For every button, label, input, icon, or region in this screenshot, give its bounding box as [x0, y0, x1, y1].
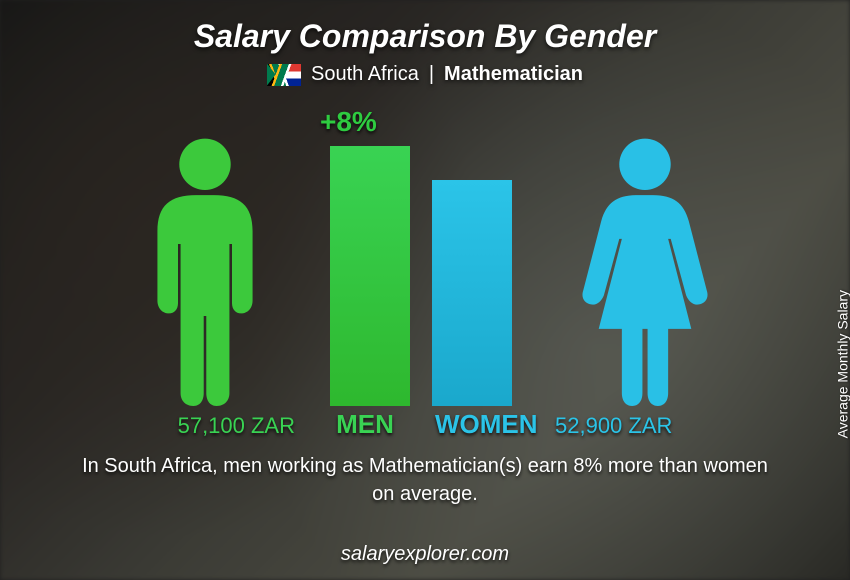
men-salary-value: 57,100 ZAR — [125, 413, 295, 439]
male-person-icon — [140, 136, 270, 406]
percentage-delta-label: +8% — [320, 106, 377, 138]
bottom-label-row: 57,100 ZAR MEN WOMEN 52,900 ZAR — [0, 409, 850, 440]
location-label: South Africa — [311, 63, 419, 86]
female-person-icon — [580, 136, 710, 406]
page-title: Salary Comparison By Gender — [0, 0, 850, 55]
women-salary-value: 52,900 ZAR — [555, 413, 725, 439]
chart-area: +8% 57,100 ZAR MEN WOMEN 52,900 ZAR — [0, 106, 850, 446]
separator: | — [429, 63, 434, 86]
bar-women — [432, 180, 512, 406]
y-axis-label: Average Monthly Salary — [834, 290, 850, 438]
job-title-label: Mathematician — [444, 63, 583, 86]
footer-credit: salaryexplorer.com — [0, 543, 850, 566]
description-text: In South Africa, men working as Mathemat… — [0, 446, 850, 508]
infographic-container: Salary Comparison By Gender South Africa… — [0, 0, 850, 580]
bar-men — [330, 146, 410, 406]
women-label: WOMEN — [435, 409, 535, 440]
subtitle-row: South Africa | Mathematician — [0, 55, 850, 86]
south-africa-flag-icon — [267, 64, 301, 86]
men-label: MEN — [315, 409, 415, 440]
